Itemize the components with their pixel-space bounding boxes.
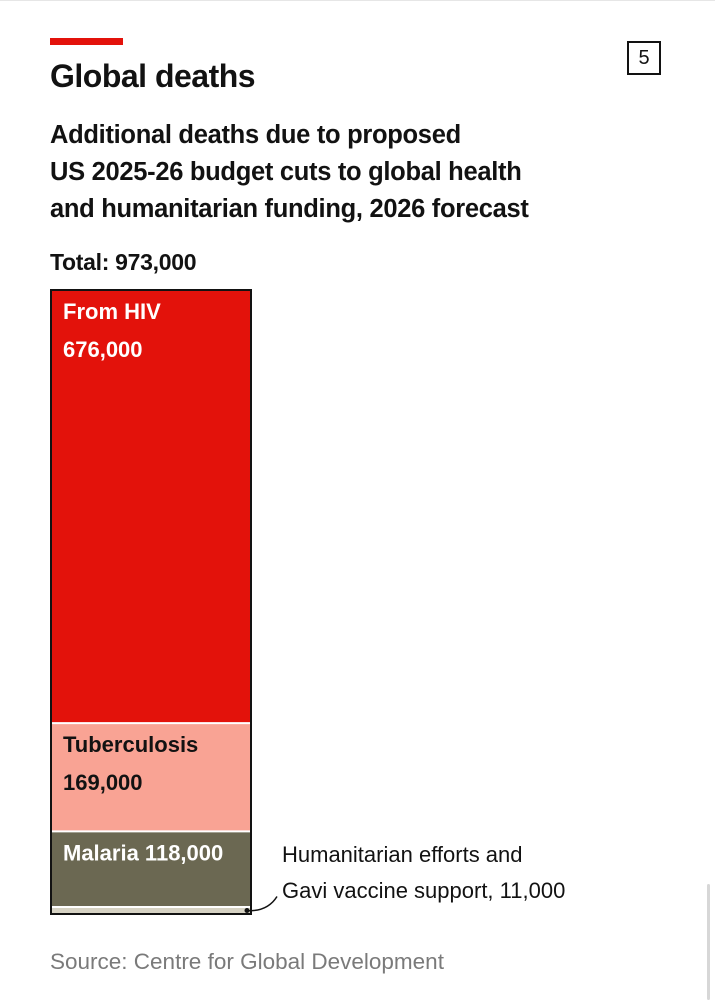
chart-number-badge: 5 <box>627 41 661 75</box>
bar-segment-0 <box>51 290 251 724</box>
callout-label-line: Humanitarian efforts and <box>282 842 523 867</box>
top-border <box>0 0 715 1</box>
subtitle-line: and humanitarian funding, 2026 forecast <box>50 195 529 223</box>
chart-title: Global deaths <box>50 58 256 94</box>
bar-segment-2 <box>51 831 251 907</box>
segment-name-label: Tuberculosis <box>63 732 198 757</box>
segment-value-label: 676,000 <box>63 337 143 362</box>
bar-segment-3 <box>51 906 251 914</box>
bar-outline <box>50 289 252 915</box>
total-label: Total: 973,000 <box>50 249 197 275</box>
callout-dot <box>244 907 250 913</box>
callout-label-line: Gavi vaccine support, 11,000 <box>282 878 565 903</box>
bar-segment-1 <box>51 723 251 832</box>
subtitle-line: Additional deaths due to proposed <box>50 121 461 149</box>
accent-bar <box>50 38 123 45</box>
segment-value-label: 169,000 <box>63 770 143 795</box>
subtitle-line: US 2025-26 budget cuts to global health <box>50 158 522 186</box>
source-note: Source: Centre for Global Development <box>50 949 444 974</box>
segment-label: Malaria 118,000 <box>63 840 223 865</box>
chart-subtitle: Additional deaths due to proposed US 202… <box>50 117 650 228</box>
segment-name-label: From HIV <box>63 299 161 324</box>
scrollbar[interactable] <box>707 884 710 1000</box>
